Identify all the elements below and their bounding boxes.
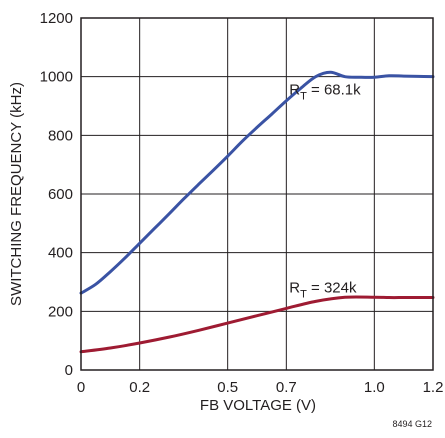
annotations: RT = 68.1k RT = 324k [289,81,361,300]
x-axis-title: FB VOLTAGE (V) [200,397,316,414]
series-annotation: RT = 68.1k [289,81,361,102]
plot-frame [80,17,434,371]
x-tick-label: 0 [77,379,85,396]
y-tick-label: 600 [48,186,73,203]
figure-id: 8494 G12 [392,419,432,429]
series-line-1 [79,70,435,295]
y-tick-label: 200 [48,303,73,320]
y-tick-label: 1200 [40,10,73,27]
y-tick-label: 1000 [40,69,73,86]
series-layer [79,70,435,354]
tick-labels: 0 0.2 0.5 0.7 1.0 1.2 0 200 400 600 800 1000 1200 [40,10,444,396]
y-tick-label: 800 [48,127,73,144]
y-axis-title: SWITCHING FREQUENCY (kHz) [8,82,25,306]
x-tick-label: 0.2 [129,379,150,396]
x-tick-label: 1.2 [423,379,444,396]
x-tick-label: 1.0 [364,379,385,396]
x-tick-label: 0.7 [276,379,297,396]
x-tick-label: 0.5 [217,379,238,396]
series-line-2 [79,295,435,354]
y-tick-label: 0 [65,362,73,379]
y-tick-label: 400 [48,245,73,262]
series-annotation: RT = 324k [289,279,357,300]
